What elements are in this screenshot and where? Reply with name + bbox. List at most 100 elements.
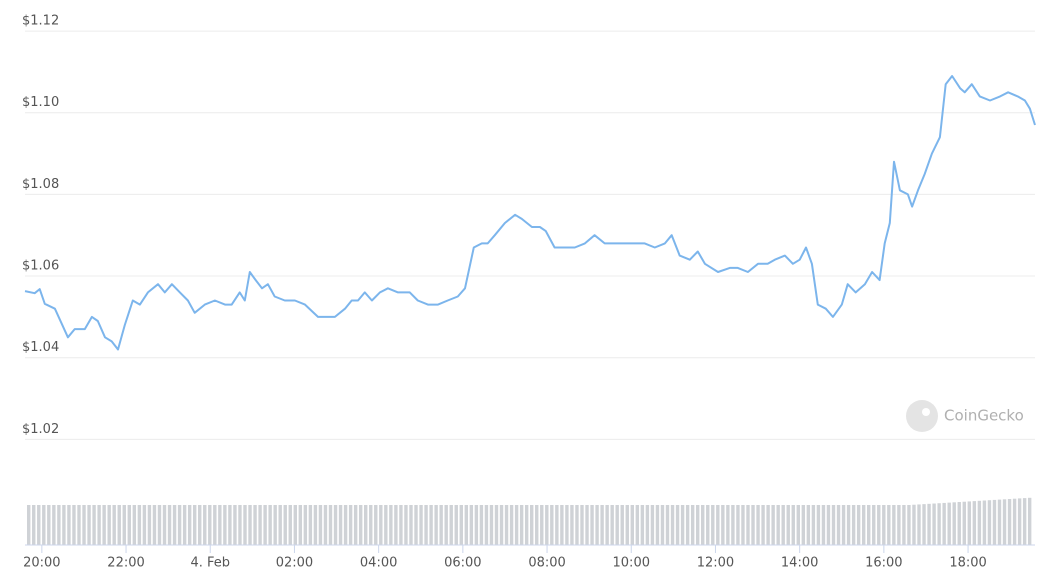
volume-bar (37, 505, 41, 545)
volume-bar (419, 505, 423, 545)
volume-bar (1012, 498, 1017, 545)
volume-bar (1002, 499, 1007, 545)
volume-bar (665, 505, 670, 545)
volume-bar (992, 499, 997, 545)
watermark: CoinGecko (906, 400, 1024, 432)
volume-bar (1022, 498, 1027, 545)
volume-bar (112, 505, 116, 545)
watermark-text: CoinGecko (944, 407, 1024, 425)
x-tick-label: 18:00 (949, 556, 986, 571)
volume-bar (343, 505, 348, 545)
volume-bar (504, 505, 509, 545)
volume-bar (243, 505, 247, 545)
volume-bar (77, 505, 81, 545)
volume-bar (223, 505, 227, 545)
volume-bar (630, 505, 634, 545)
volume-bar (942, 502, 946, 545)
volume-bar (831, 505, 836, 545)
volume-bar (675, 505, 680, 545)
volume-bar (877, 505, 881, 545)
x-tick-label: 02:00 (276, 556, 313, 571)
volume-bar (841, 505, 846, 545)
volume-bar (72, 505, 76, 545)
volume-bar (389, 505, 393, 545)
volume-bar (766, 505, 770, 545)
volume-bar (655, 505, 660, 545)
volume-bar (645, 505, 650, 545)
volume-bar (957, 502, 961, 545)
volume-bar (444, 505, 448, 545)
volume-bar (258, 505, 262, 545)
volume-bar (550, 505, 554, 545)
volume-bar (585, 505, 589, 545)
volume-bar (399, 505, 403, 545)
volume-bar (912, 504, 916, 545)
volume-bar (208, 505, 212, 545)
volume-bar (489, 505, 494, 545)
x-tick-label: 10:00 (613, 556, 650, 571)
volume-bar (474, 505, 479, 545)
volume-bar (152, 505, 157, 545)
volume-bar (137, 505, 142, 545)
volume-bar (233, 505, 237, 545)
volume-bar (640, 505, 645, 545)
volume-bar (479, 505, 484, 545)
volume-bar (459, 505, 463, 545)
volume-bar (57, 505, 61, 545)
volume-bar (248, 505, 252, 545)
volume-bar (514, 505, 519, 545)
volume-bar (288, 505, 292, 545)
volume-bar (962, 501, 966, 545)
volume-bar (439, 505, 443, 545)
volume-bar (796, 505, 800, 545)
volume-bar (952, 502, 956, 545)
y-tick-label: $1.02 (22, 422, 59, 437)
volume-bar (62, 505, 66, 545)
volume-bar (469, 505, 474, 545)
volume-bar (977, 500, 982, 545)
x-tick-label: 20:00 (23, 556, 60, 571)
volume-bar (540, 505, 544, 545)
volume-bar (716, 505, 720, 545)
volume-bar (555, 505, 559, 545)
volume-bar (997, 499, 1002, 545)
x-tick-label: 16:00 (865, 556, 902, 571)
volume-bar (530, 505, 534, 545)
volume-bar (157, 505, 162, 545)
volume-bar (429, 505, 433, 545)
volume-bar (771, 505, 775, 545)
volume-bar (499, 505, 504, 545)
volume-bar (902, 505, 906, 545)
volume-bar (781, 505, 785, 545)
volume-bar (887, 505, 891, 545)
volume-bar (922, 504, 926, 545)
volume-bar (826, 505, 831, 545)
volume-bar (454, 505, 458, 545)
volume-bar (660, 505, 665, 545)
y-tick-label: $1.10 (22, 95, 59, 110)
volume-bar (670, 505, 675, 545)
x-tick-label: 12:00 (697, 556, 734, 571)
volume-bar (695, 505, 700, 545)
volume-bar (379, 505, 383, 545)
volume-bar (821, 505, 826, 545)
volume-bar (122, 505, 126, 545)
y-tick-label: $1.12 (22, 14, 59, 29)
volume-bar (303, 505, 308, 545)
volume-bar (756, 505, 760, 545)
volume-bar (625, 505, 629, 545)
volume-bar (861, 505, 866, 545)
volume-bar (107, 505, 111, 545)
volume-bar (856, 505, 861, 545)
volume-bar (791, 505, 795, 545)
volume-bar (917, 504, 921, 545)
volume-bar (328, 505, 333, 545)
volume-bar (283, 505, 287, 545)
volume-bar (761, 505, 765, 545)
volume-bar (736, 505, 740, 545)
volume-bar (369, 505, 373, 545)
volume-bar (167, 505, 172, 545)
x-tick-label: 22:00 (107, 556, 144, 571)
volume-bar (701, 505, 705, 545)
